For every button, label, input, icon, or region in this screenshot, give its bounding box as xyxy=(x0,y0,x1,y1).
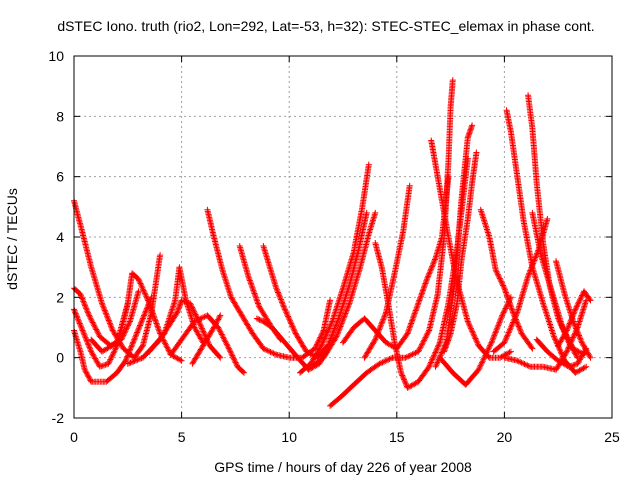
y-tick-label: -2 xyxy=(52,410,65,426)
x-tick-label: 5 xyxy=(178,429,186,445)
x-tick-label: 15 xyxy=(389,429,405,445)
x-tick-label: 20 xyxy=(497,429,513,445)
data-arc xyxy=(88,270,185,364)
x-tick-label: 10 xyxy=(281,429,297,445)
data-series xyxy=(71,77,594,409)
x-tick-label: 0 xyxy=(70,429,78,445)
y-tick-label: 8 xyxy=(56,108,64,124)
data-arc xyxy=(553,258,594,361)
y-tick-label: 6 xyxy=(56,169,64,185)
data-arc xyxy=(432,122,476,370)
x-axis-label: GPS time / hours of day 226 of year 2008 xyxy=(214,459,472,475)
data-arc xyxy=(146,264,207,355)
axis-ticks: 0 5 10 15 20 25 -2 0 2 4 6 8 10 xyxy=(48,48,620,445)
data-arc xyxy=(253,315,284,343)
y-tick-label: 4 xyxy=(56,229,64,245)
data-arc xyxy=(436,294,514,388)
data-arc xyxy=(297,161,372,376)
y-tick-label: 2 xyxy=(56,289,64,305)
data-arc xyxy=(189,312,224,367)
y-axis-label: dSTEC / TECUs xyxy=(4,188,20,290)
data-arc xyxy=(307,209,379,370)
y-tick-label: 0 xyxy=(56,350,64,366)
chart-title: dSTEC Iono. truth (rio2, Lon=292, Lat=-5… xyxy=(57,18,594,34)
y-tick-label: 10 xyxy=(48,48,64,64)
x-tick-label: 25 xyxy=(604,429,620,445)
